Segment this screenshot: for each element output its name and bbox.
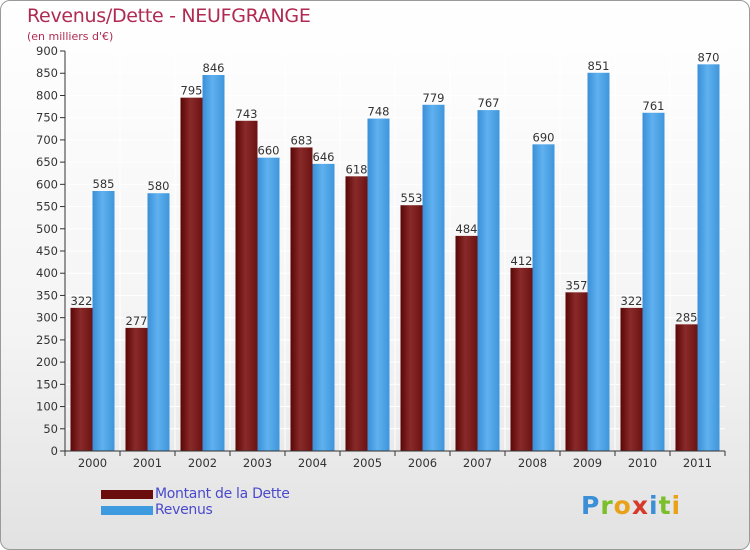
bar-revenus	[257, 157, 280, 451]
data-label-dette: 683	[291, 133, 313, 147]
x-tick-label: 2004	[298, 456, 327, 470]
data-label-dette: 322	[71, 294, 93, 308]
x-tick-label: 2009	[573, 456, 602, 470]
bar-revenus	[92, 191, 115, 451]
bar-dette	[290, 147, 313, 451]
y-tick-label: 750	[36, 111, 58, 125]
y-tick-label: 700	[36, 133, 58, 147]
logo-letter: o	[613, 491, 632, 520]
bar-revenus	[532, 144, 555, 452]
x-tick-label: 2002	[188, 456, 217, 470]
data-label-revenus: 779	[423, 91, 445, 105]
data-label-revenus: 851	[588, 59, 610, 73]
bar-dette	[510, 267, 533, 451]
bar-revenus	[642, 112, 665, 452]
logo-letter: i	[649, 491, 659, 520]
bar-dette	[620, 307, 643, 451]
bar-dette	[345, 176, 368, 452]
y-tick-label: 550	[36, 200, 58, 214]
x-tick-label: 2005	[353, 456, 382, 470]
data-label-revenus: 585	[93, 177, 115, 191]
chart-subtitle: (en milliers d'€)	[27, 30, 114, 43]
logo-letter: P	[581, 491, 601, 520]
x-tick-label: 2003	[243, 456, 272, 470]
legend-swatch-dette	[101, 490, 153, 499]
y-tick-label: 900	[36, 44, 58, 58]
bar-dette	[455, 235, 478, 451]
bar-revenus	[312, 163, 335, 451]
x-tick-label: 2006	[408, 456, 437, 470]
legend-label-revenus: Revenus	[155, 502, 213, 518]
legend-label-dette: Montant de la Dette	[155, 486, 290, 502]
data-label-dette: 357	[566, 278, 588, 292]
bar-dette	[70, 307, 93, 451]
y-tick-label: 450	[36, 244, 58, 258]
data-label-dette: 277	[126, 314, 148, 328]
y-tick-label: 0	[51, 444, 58, 458]
y-tick-label: 500	[36, 222, 58, 236]
labels-layer: 322 277 795 743 683 618 553 484 412 357 322 285 585 5…	[71, 50, 720, 328]
chart-title: Revenus/Dette - NEUFGRANGE	[27, 5, 311, 27]
y-tick-label: 600	[36, 177, 58, 191]
data-label-revenus: 767	[478, 96, 500, 110]
bar-revenus	[587, 72, 610, 452]
bar-revenus	[697, 64, 720, 452]
logo-letter: x	[631, 491, 649, 520]
y-tick-label: 650	[36, 155, 58, 169]
data-label-dette: 484	[456, 222, 478, 236]
data-label-revenus: 870	[698, 50, 720, 64]
legend-swatch-revenus	[101, 506, 153, 515]
data-label-revenus: 761	[643, 99, 665, 113]
bar-dette	[675, 324, 698, 451]
data-label-dette: 618	[346, 162, 368, 176]
y-tick-label: 50	[43, 422, 58, 436]
y-tick-label: 850	[36, 66, 58, 80]
bar-revenus	[477, 110, 500, 451]
logo-letter: i	[671, 491, 682, 520]
bar-revenus	[422, 104, 445, 452]
data-label-revenus: 660	[258, 144, 280, 158]
data-label-dette: 553	[401, 191, 423, 205]
y-tick-label: 250	[36, 333, 58, 347]
y-tick-label: 300	[36, 311, 58, 325]
logo-letter: t	[658, 491, 672, 520]
proxiti-logo: Proxiti	[581, 491, 681, 520]
bar-revenus	[147, 193, 170, 451]
data-label-dette: 412	[511, 254, 533, 268]
data-label-revenus: 748	[368, 105, 390, 119]
bar-dette	[125, 327, 148, 451]
data-label-dette: 285	[676, 310, 698, 324]
x-tick-label: 2007	[463, 456, 492, 470]
data-label-dette: 743	[236, 107, 258, 121]
bar-dette	[565, 292, 588, 451]
x-tick-label: 2000	[78, 456, 107, 470]
x-tick-label: 2001	[133, 456, 162, 470]
data-label-dette: 795	[181, 84, 203, 98]
bar-dette	[180, 97, 203, 452]
y-tick-label: 150	[36, 377, 58, 391]
axis-layer: 0 50 100 150 200 250 300 350 400 450 500 550 600 650 7…	[36, 44, 726, 470]
bars-layer	[70, 64, 720, 452]
data-label-dette: 322	[621, 294, 643, 308]
data-label-revenus: 846	[203, 61, 225, 75]
grid-layer	[65, 50, 725, 452]
y-tick-label: 400	[36, 266, 58, 280]
y-tick-label: 800	[36, 88, 58, 102]
y-tick-label: 100	[36, 400, 58, 414]
bar-revenus	[367, 118, 390, 452]
data-label-revenus: 690	[533, 130, 555, 144]
x-tick-label: 2010	[628, 456, 657, 470]
data-label-revenus: 580	[148, 179, 170, 193]
bar-revenus	[202, 75, 225, 451]
bar-dette	[400, 205, 423, 451]
x-tick-label: 2011	[683, 456, 712, 470]
logo-letter: r	[600, 491, 614, 520]
y-tick-label: 350	[36, 288, 58, 302]
x-tick-label: 2008	[518, 456, 547, 470]
y-tick-label: 200	[36, 355, 58, 369]
bar-dette	[235, 120, 258, 452]
data-label-revenus: 646	[313, 150, 335, 164]
